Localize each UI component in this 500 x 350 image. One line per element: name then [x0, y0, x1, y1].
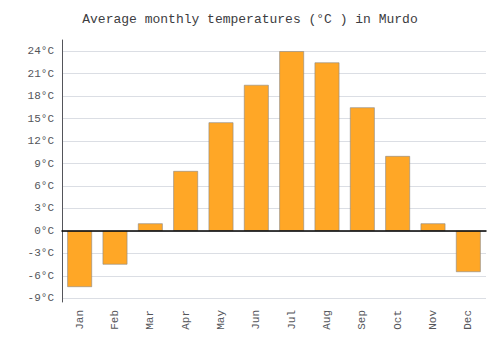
svg-text:21°C: 21°C: [28, 68, 55, 80]
svg-text:Feb: Feb: [109, 310, 121, 330]
svg-text:Sep: Sep: [356, 310, 368, 330]
svg-text:15°C: 15°C: [28, 113, 55, 125]
svg-text:6°C: 6°C: [34, 180, 54, 192]
svg-text:-3°C: -3°C: [28, 247, 55, 259]
svg-text:Jan: Jan: [74, 310, 86, 330]
svg-text:9°C: 9°C: [34, 158, 54, 170]
svg-text:Jun: Jun: [250, 310, 262, 330]
svg-text:12°C: 12°C: [28, 135, 55, 147]
svg-text:-9°C: -9°C: [28, 292, 55, 304]
svg-text:24°C: 24°C: [28, 45, 55, 57]
svg-text:Oct: Oct: [392, 310, 404, 330]
svg-text:-6°C: -6°C: [28, 270, 55, 282]
svg-text:0°C: 0°C: [34, 225, 54, 237]
svg-text:Apr: Apr: [180, 310, 192, 330]
svg-text:Aug: Aug: [321, 310, 333, 330]
svg-text:May: May: [215, 310, 227, 330]
svg-text:Mar: Mar: [144, 310, 156, 330]
svg-text:Jul: Jul: [286, 310, 298, 330]
svg-text:Dec: Dec: [462, 310, 474, 330]
svg-text:Average monthly temperatures (: Average monthly temperatures (°C ) in Mu…: [82, 12, 417, 27]
svg-text:3°C: 3°C: [34, 202, 54, 214]
svg-text:18°C: 18°C: [28, 90, 55, 102]
svg-text:Nov: Nov: [427, 310, 439, 330]
